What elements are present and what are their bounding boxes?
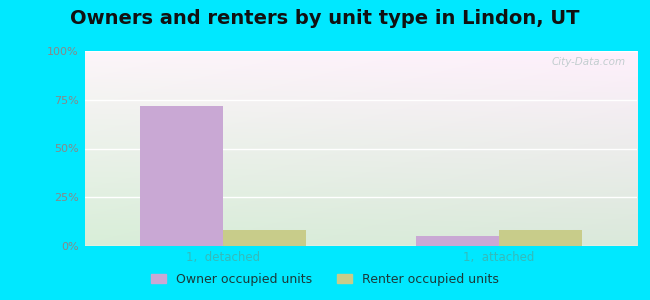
Text: City-Data.com: City-Data.com: [552, 57, 626, 67]
Text: Owners and renters by unit type in Lindon, UT: Owners and renters by unit type in Lindo…: [70, 9, 580, 28]
Bar: [416, 236, 499, 246]
Legend: Owner occupied units, Renter occupied units: Owner occupied units, Renter occupied un…: [146, 268, 504, 291]
Bar: [222, 230, 306, 246]
Bar: [140, 106, 222, 246]
Bar: [499, 230, 582, 246]
